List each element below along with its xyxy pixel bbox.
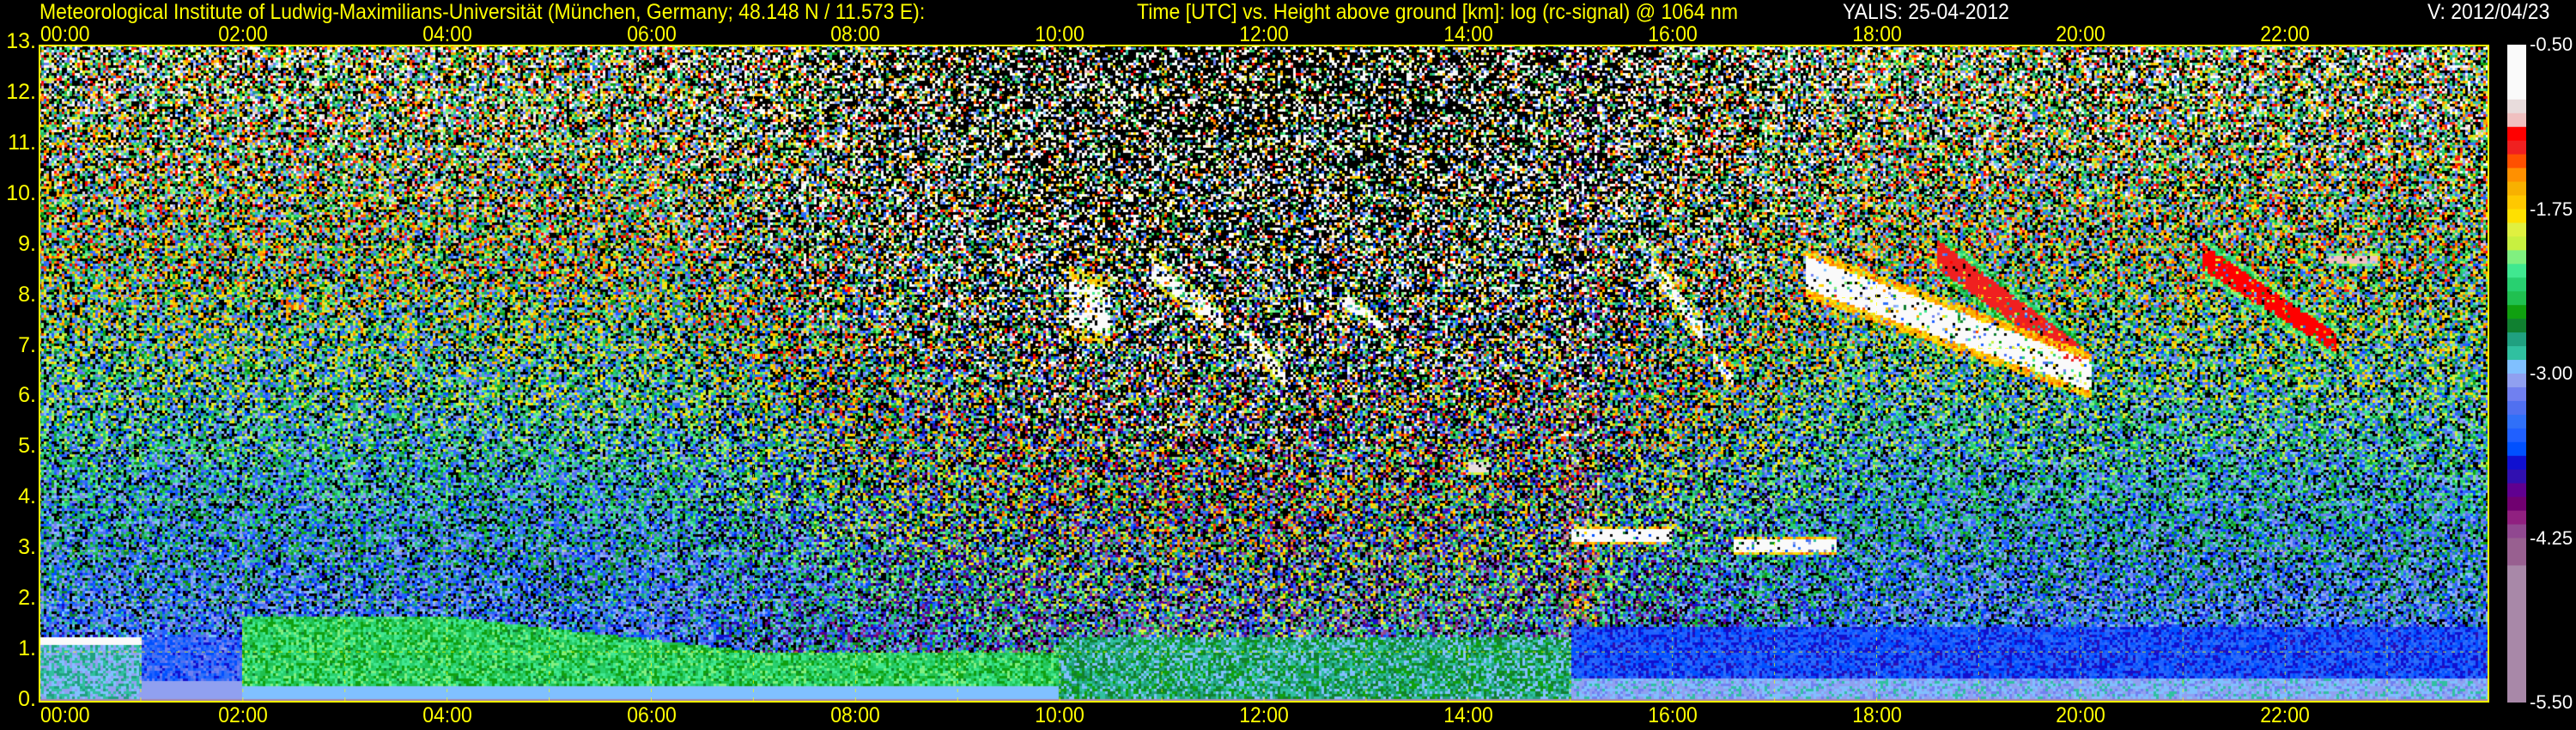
colorbar-swatch: [2507, 264, 2526, 278]
colorbar-swatch: [2507, 71, 2526, 87]
colorbar-swatch: [2507, 45, 2526, 59]
y-tick-label: 0.: [18, 687, 36, 711]
colorbar-swatch: [2507, 441, 2526, 457]
colorbar-swatch: [2507, 510, 2526, 526]
x-tick-label: 16:00: [1647, 22, 1698, 46]
x-tick-label: 18:00: [1851, 703, 1902, 727]
y-tick-label: 3.: [18, 535, 36, 560]
colorbar-swatch: [2507, 606, 2526, 621]
colorbar-swatch: [2507, 277, 2526, 292]
colorbar-swatch: [2507, 524, 2526, 539]
x-tick-label: 06:00: [626, 22, 677, 46]
y-tick-label: 7.: [18, 332, 36, 357]
colorbar-tick-label: -4.25: [2530, 526, 2573, 549]
colorbar-swatch: [2507, 483, 2526, 498]
x-tick-label: 10:00: [1035, 22, 1084, 46]
colorbar-swatch: [2507, 113, 2526, 128]
y-tick-label: 8.: [18, 282, 36, 307]
colorbar-swatch: [2507, 140, 2526, 155]
x-tick-label: 10:00: [1035, 703, 1084, 727]
x-tick-label: 12:00: [1239, 703, 1289, 727]
institute-label: Meteorological Institute of Ludwig-Maxim…: [39, 0, 926, 24]
colorbar-swatch: [2507, 469, 2526, 484]
plot-title: Time [UTC] vs. Height above ground [km]:…: [1137, 0, 1738, 24]
colorbar-swatch: [2507, 58, 2526, 73]
colorbar-swatch: [2507, 291, 2526, 306]
colorbar-swatch: [2507, 250, 2526, 265]
heatmap-plot: [39, 45, 2489, 703]
colorbar-swatch: [2507, 181, 2526, 197]
colorbar-swatch: [2507, 620, 2526, 635]
colorbar-swatch: [2507, 661, 2526, 676]
y-tick-label: 2.: [18, 586, 36, 611]
colorbar-tick-label: -0.50: [2530, 33, 2573, 55]
x-tick-label: 20:00: [2056, 703, 2106, 727]
y-tick-label: 13.: [6, 29, 36, 53]
colorbar-swatch: [2507, 400, 2526, 416]
x-tick-label: 22:00: [2260, 22, 2310, 46]
version-label: V: 2012/04/23: [2427, 0, 2550, 24]
colorbar-swatch: [2507, 428, 2526, 443]
colorbar-swatch: [2507, 126, 2526, 142]
colorbar-swatch: [2507, 414, 2526, 429]
colorbar-swatch: [2507, 332, 2526, 347]
colorbar-swatch: [2507, 154, 2526, 169]
y-tick-label: 4.: [18, 484, 36, 509]
colorbar-swatch: [2507, 195, 2526, 210]
colorbar-swatch: [2507, 209, 2526, 224]
colorbar-swatch: [2507, 236, 2526, 251]
colorbar-swatch: [2507, 538, 2526, 553]
colorbar-swatch: [2507, 319, 2526, 333]
y-tick-label: 1.: [18, 636, 36, 661]
colorbar-swatch: [2507, 99, 2526, 114]
colorbar-tick-label: -3.00: [2530, 362, 2573, 384]
x-tick-label: 00:00: [40, 22, 90, 46]
x-tick-label: 02:00: [218, 703, 268, 727]
instrument-date: YALIS: 25-04-2012: [1843, 0, 2009, 24]
colorbar-swatch: [2507, 648, 2526, 662]
x-tick-label: 04:00: [422, 703, 472, 727]
colorbar: [2507, 45, 2526, 703]
colorbar-swatch: [2507, 675, 2526, 690]
x-tick-label: 14:00: [1443, 22, 1493, 46]
x-tick-label: 06:00: [626, 703, 677, 727]
colorbar-swatch: [2507, 305, 2526, 319]
colorbar-swatch: [2507, 593, 2526, 607]
x-tick-label: 12:00: [1239, 22, 1289, 46]
x-tick-label: 08:00: [830, 22, 881, 46]
y-tick-label: 5.: [18, 434, 36, 459]
y-tick-label: 10.: [6, 180, 36, 205]
x-tick-label: 18:00: [1851, 22, 1902, 46]
x-tick-label: 14:00: [1443, 703, 1493, 727]
colorbar-tick-label: -5.50: [2530, 691, 2573, 713]
colorbar-swatch: [2507, 551, 2526, 567]
grid-overlay: [39, 45, 2489, 703]
x-tick-label: 08:00: [830, 703, 881, 727]
colorbar-swatch: [2507, 634, 2526, 648]
colorbar-swatch: [2507, 689, 2526, 703]
colorbar-swatch: [2507, 579, 2526, 593]
colorbar-swatch: [2507, 360, 2526, 374]
colorbar-swatch: [2507, 222, 2526, 238]
colorbar-swatch: [2507, 455, 2526, 471]
plot-border: [39, 45, 2489, 703]
x-tick-label: 02:00: [218, 22, 268, 46]
y-tick-label: 6.: [18, 383, 36, 408]
colorbar-swatch: [2507, 496, 2526, 512]
colorbar-tick-label: -1.75: [2530, 198, 2573, 220]
colorbar-swatch: [2507, 386, 2526, 402]
x-tick-label: 20:00: [2056, 22, 2106, 46]
y-tick-label: 11.: [8, 130, 36, 155]
x-tick-label: 04:00: [422, 22, 472, 46]
y-tick-label: 12.: [6, 79, 36, 104]
colorbar-swatch: [2507, 85, 2526, 100]
colorbar-swatch: [2507, 374, 2526, 388]
colorbar-swatch: [2507, 346, 2526, 361]
y-tick-label: 9.: [18, 231, 36, 256]
colorbar-swatch: [2507, 565, 2526, 580]
colorbar-swatch: [2507, 167, 2526, 183]
x-tick-label: 00:00: [40, 703, 90, 727]
x-tick-label: 16:00: [1647, 703, 1698, 727]
x-tick-label: 22:00: [2260, 703, 2310, 727]
